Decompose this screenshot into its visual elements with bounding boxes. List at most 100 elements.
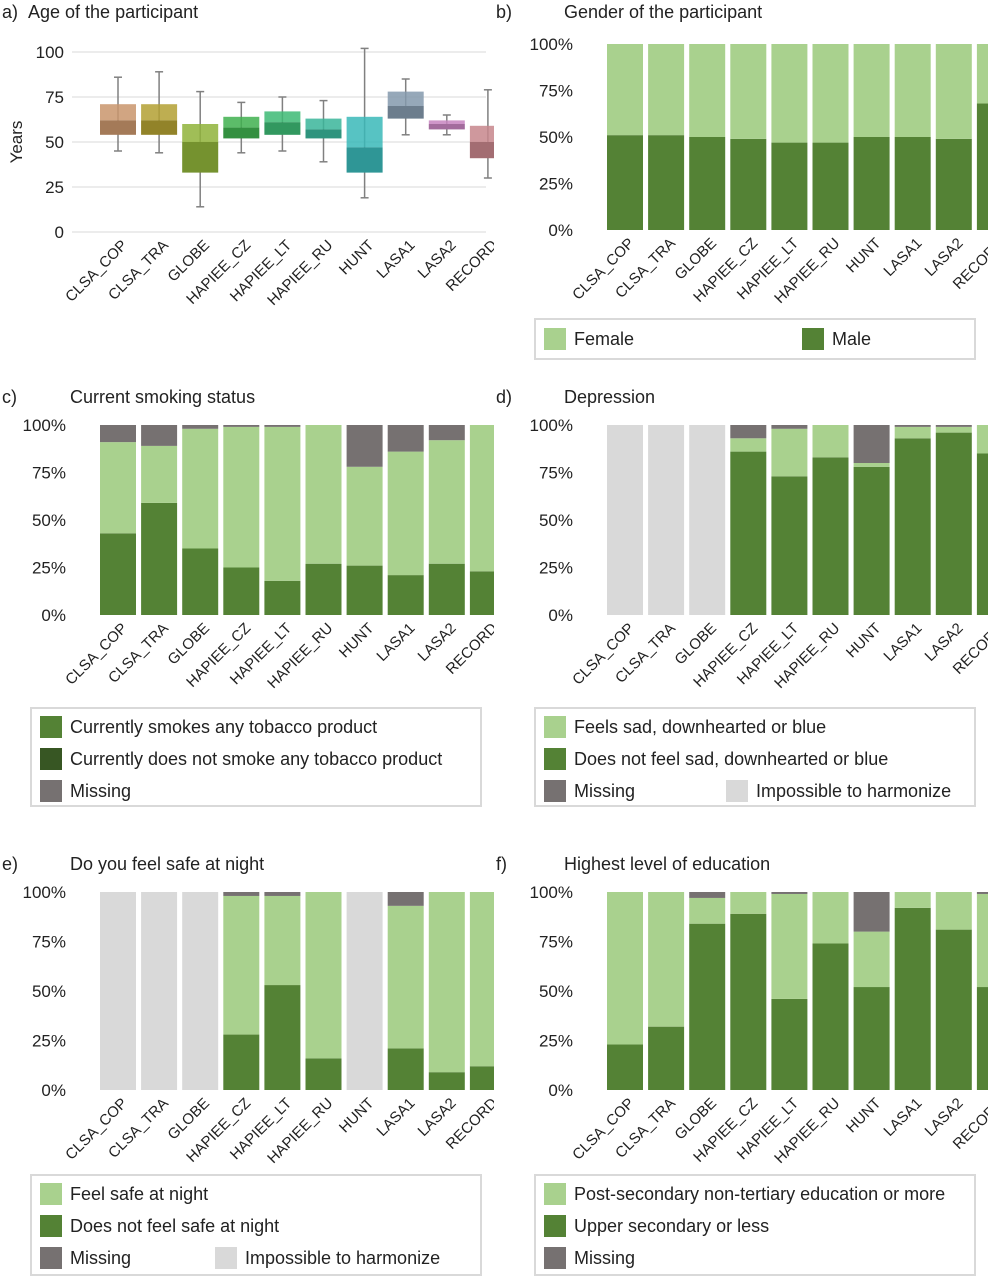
y-tick-label: 50% (32, 511, 66, 530)
bar-segment (648, 135, 685, 230)
bar-segment (305, 425, 342, 564)
legend-label: Impossible to harmonize (245, 1247, 441, 1268)
legend-swatch (726, 780, 748, 802)
legend-label: Missing (70, 1247, 132, 1268)
bar-segment (771, 428, 808, 477)
legend-swatch (40, 748, 62, 770)
bar-segment (346, 565, 383, 615)
y-tick-label: 75% (539, 82, 573, 101)
chart-f-svg: f) Highest level of education 0% 25% 50% 75% 1… (496, 854, 988, 1167)
legend-item: Female (544, 328, 634, 350)
box-upper (469, 125, 494, 142)
bar-segment (141, 502, 178, 615)
chart-title: Highest level of education (564, 854, 770, 874)
box-lower (428, 124, 465, 130)
legend-swatch (544, 328, 566, 350)
legend-swatch (215, 1247, 237, 1269)
bar-segment (976, 987, 988, 1090)
panel-label: d) (496, 387, 512, 407)
chart-legend: Currently smokes any tobacco product Curr… (30, 707, 482, 807)
panel-label: e) (2, 854, 18, 874)
box-lower (223, 127, 260, 139)
bar-segment (689, 923, 726, 1090)
y-tick-label: 75% (32, 464, 66, 483)
x-tick-label: HUNT (843, 1095, 884, 1136)
legend-item: Male (802, 328, 871, 350)
y-tick-label: 75 (45, 88, 64, 107)
legend-item: Currently smokes any tobacco product (40, 716, 377, 738)
bar-segment (730, 44, 767, 139)
bar-segment (935, 44, 972, 139)
bar-segment (730, 913, 767, 1090)
y-tick-label: 0% (548, 221, 573, 240)
box-lower-shade (100, 120, 136, 135)
legend-item: Impossible to harmonize (215, 1247, 440, 1269)
chart-panel-smoking: c) Current smoking status 0% 25% 50% 75% 100% C… (0, 385, 494, 810)
chart-title: Do you feel safe at night (70, 854, 264, 874)
bar-segment (771, 476, 808, 615)
bar-segment (812, 892, 849, 944)
legend-item: Post-secondary non-tertiary education or… (544, 1183, 945, 1205)
y-tick-label: 0% (548, 1081, 573, 1100)
bar-segment (387, 892, 424, 906)
bar-segment (730, 438, 767, 452)
bar-segment (689, 137, 726, 230)
y-tick-label: 50% (32, 982, 66, 1001)
bar-segment (853, 44, 890, 137)
bar-segment (607, 1044, 643, 1090)
legend-label: Currently smokes any tobacco product (70, 716, 378, 737)
legend-swatch (40, 1183, 62, 1205)
chart-title: Depression (564, 387, 655, 407)
bar-segment (689, 897, 726, 924)
x-tick-label: HUNT (843, 235, 884, 276)
y-axis-label: Years (7, 121, 26, 164)
bar-segment (346, 892, 383, 1090)
legend-item: Upper secondary or less (544, 1215, 769, 1237)
bar-segment (469, 892, 494, 1067)
bar-segment (141, 445, 178, 503)
chart-b-svg: b) Gender of the participant 0% 25% 50% 75% 10… (496, 2, 988, 307)
legend-label: Does not feel sad, downhearted or blue (574, 748, 889, 769)
bar-segment (771, 998, 808, 1090)
bar-segment (346, 425, 383, 467)
chart-a-svg: a) Age of the participant0255075100YearsC… (2, 2, 494, 309)
bar-segment (976, 425, 988, 454)
x-tick-label: HUNT (336, 237, 377, 278)
bar-segment (223, 425, 260, 427)
bar-segment (894, 892, 931, 908)
bar-segment (141, 892, 178, 1090)
box-upper (182, 124, 219, 142)
bar-segment (853, 137, 890, 230)
legend-item: Missing (544, 1247, 635, 1269)
legend-label: Missing (574, 1247, 636, 1268)
y-tick-label: 50% (539, 128, 573, 147)
bar-segment (894, 438, 931, 615)
legend-label: Female (574, 328, 635, 349)
box-lower (469, 142, 494, 159)
box-lower-shade (141, 120, 178, 135)
bar-segment (182, 548, 219, 615)
legend-item: Does not feel safe at night (40, 1215, 279, 1237)
bar-segment (607, 892, 643, 1045)
bar-segment (689, 425, 726, 615)
bar-segment (976, 103, 988, 230)
bar-segment (894, 425, 931, 427)
bar-segment (894, 44, 931, 137)
bar-segment (935, 425, 972, 427)
bar-segment (771, 44, 808, 143)
box-lower-shade (182, 142, 219, 173)
legend-swatch (544, 1247, 566, 1269)
bar-segment (976, 453, 988, 615)
bar-segment (648, 425, 685, 615)
bar-segment (976, 44, 988, 104)
bar-segment (223, 426, 260, 568)
chart-panel-age: a) Age of the participant 0 25 50 75 100 Years C… (0, 0, 494, 320)
legend-item: Feels sad, downhearted or blue (544, 716, 826, 738)
chart-title: Gender of the participant (564, 2, 762, 22)
box-upper (428, 120, 465, 124)
x-tick-label: LASA1 (880, 235, 925, 280)
y-tick-label: 100% (23, 883, 66, 902)
chart-legend: Feel safe at night Does not feel safe at … (30, 1174, 482, 1276)
bar-segment (264, 425, 301, 427)
bar-segment (387, 905, 424, 1049)
